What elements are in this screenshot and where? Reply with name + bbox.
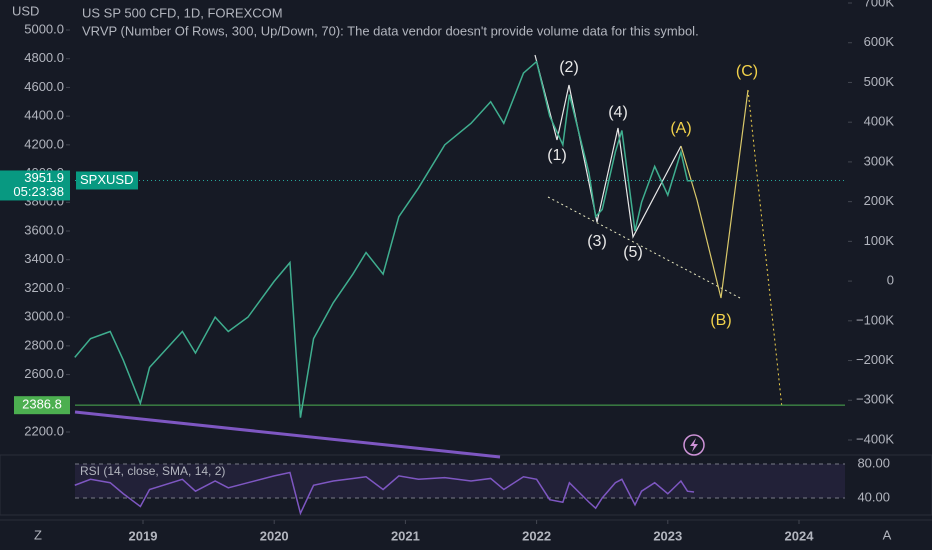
level-label: 2386.8 xyxy=(22,397,62,412)
rsi-line xyxy=(74,471,695,516)
y-tick-label: 4400.0 xyxy=(24,108,64,123)
y2-tick-label: 100K xyxy=(864,233,895,248)
y-tick-label: 4800.0 xyxy=(24,50,64,65)
trend-line xyxy=(74,410,501,459)
x-tick-label: 2019 xyxy=(129,528,158,543)
alert-bolt xyxy=(690,438,698,452)
price-line xyxy=(74,60,695,418)
price-tag xyxy=(0,170,70,201)
footer-right[interactable]: A xyxy=(883,527,892,542)
symbol-label: SPXUSD xyxy=(80,172,133,187)
rsi-tick-label: 80.00 xyxy=(857,455,890,470)
wave-label: (B) xyxy=(710,312,731,329)
y2-tick-label: 300K xyxy=(864,153,895,168)
x-tick-label: 2021 xyxy=(391,528,420,543)
rsi-pane xyxy=(0,454,932,516)
countdown: 05:23:38 xyxy=(13,184,64,199)
footer-left[interactable]: Z xyxy=(34,527,42,542)
rsi-tick-label: 40.00 xyxy=(857,489,890,504)
x-tick-label: 2022 xyxy=(522,528,551,543)
y2-tick-label: 600K xyxy=(864,34,895,49)
x-tick-label: 2023 xyxy=(653,528,682,543)
rsi-label: RSI (14, close, SMA, 14, 2) xyxy=(80,464,225,478)
title: US SP 500 CFD, 1D, FOREXCOM xyxy=(82,5,283,20)
alert-icon[interactable] xyxy=(683,434,705,456)
rsi-band xyxy=(75,464,845,498)
y-tick-label: 3400.0 xyxy=(24,251,64,266)
wave-label: (C) xyxy=(736,63,758,80)
annotations: (1) (2) (3) (4) (5) (A) (B) (C) xyxy=(547,59,758,329)
y-tick-label: 4200.0 xyxy=(24,136,64,151)
wave-label: (1) xyxy=(547,147,567,164)
y2-tick-label: 200K xyxy=(864,193,895,208)
y-tick-label: 3200.0 xyxy=(24,280,64,295)
y-tick-label: 3000.0 xyxy=(24,309,64,324)
channel-line xyxy=(547,196,741,299)
y2-tick-label: 0 xyxy=(887,273,894,288)
wave-label: (3) xyxy=(587,233,607,250)
y2-tick-label: −300K xyxy=(856,392,894,407)
y2-tick-label: 700K xyxy=(864,0,895,9)
wave-projection xyxy=(747,89,783,409)
y-tick-label: 5000.0 xyxy=(24,21,64,36)
wave-impulse xyxy=(534,54,682,239)
last-price: 3951.9 xyxy=(24,170,64,185)
currency: USD xyxy=(12,3,39,18)
subtitle: VRVP (Number Of Rows, 300, Up/Down, 70):… xyxy=(82,23,699,38)
y-tick-label: 2800.0 xyxy=(24,337,64,352)
y-tick-label: 3600.0 xyxy=(24,222,64,237)
y2-tick-label: −100K xyxy=(856,312,894,327)
wave-correction xyxy=(680,89,749,299)
wave-label: (2) xyxy=(559,59,579,76)
y2-tick-label: 500K xyxy=(864,74,895,89)
wave-label: (4) xyxy=(608,104,628,121)
y-tick-label: 2600.0 xyxy=(24,366,64,381)
x-tick-label: 2020 xyxy=(260,528,289,543)
y-tick-label: 4600.0 xyxy=(24,79,64,94)
x-tick-label: 2024 xyxy=(785,528,815,543)
y2-tick-label: −200K xyxy=(856,352,894,367)
level-tag xyxy=(14,396,70,415)
y2-tick-label: 400K xyxy=(864,114,895,129)
wave-label: (A) xyxy=(670,120,691,137)
y-tick-label: 2200.0 xyxy=(24,423,64,438)
y2-tick-label: −400K xyxy=(856,431,894,446)
symbol-tag xyxy=(76,171,138,190)
wave-label: (5) xyxy=(623,244,643,261)
